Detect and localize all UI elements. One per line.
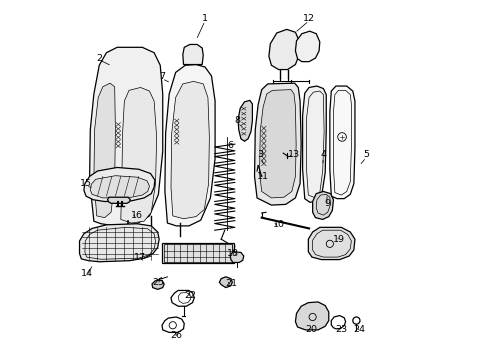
Polygon shape	[164, 64, 215, 226]
Text: 22: 22	[184, 291, 196, 300]
Polygon shape	[219, 277, 232, 288]
Text: 1: 1	[202, 14, 207, 23]
Polygon shape	[162, 243, 233, 263]
Text: 6: 6	[227, 141, 233, 150]
Polygon shape	[83, 167, 155, 202]
Text: 20: 20	[305, 325, 317, 334]
Text: 25: 25	[152, 278, 164, 287]
Polygon shape	[94, 83, 115, 218]
Text: 21: 21	[224, 279, 236, 288]
Text: 4: 4	[320, 150, 325, 159]
Text: 12: 12	[303, 14, 314, 23]
Polygon shape	[259, 90, 296, 198]
Text: 23: 23	[335, 325, 346, 334]
Polygon shape	[308, 227, 354, 260]
Text: 19: 19	[332, 235, 344, 244]
Polygon shape	[254, 83, 301, 205]
Polygon shape	[107, 197, 130, 203]
Text: 9: 9	[324, 199, 329, 208]
Text: 3: 3	[257, 150, 263, 159]
Text: 10: 10	[272, 220, 284, 229]
Text: 26: 26	[170, 332, 182, 341]
Text: 11: 11	[256, 172, 268, 181]
Polygon shape	[295, 31, 319, 62]
Polygon shape	[89, 47, 163, 226]
Polygon shape	[183, 44, 203, 64]
Polygon shape	[302, 86, 325, 202]
Text: 18: 18	[226, 249, 239, 258]
Polygon shape	[312, 192, 333, 220]
Text: 17: 17	[134, 253, 145, 262]
Text: 14: 14	[81, 269, 93, 278]
Polygon shape	[238, 100, 252, 141]
Polygon shape	[171, 81, 209, 219]
Polygon shape	[295, 302, 328, 330]
Text: 24: 24	[352, 325, 365, 334]
Text: 2: 2	[96, 54, 102, 63]
Polygon shape	[230, 252, 244, 262]
Polygon shape	[152, 280, 164, 289]
Text: 13: 13	[287, 150, 300, 159]
Polygon shape	[329, 86, 354, 199]
Polygon shape	[268, 30, 300, 69]
Text: 5: 5	[363, 150, 368, 159]
Text: 16: 16	[131, 211, 142, 220]
Polygon shape	[90, 176, 149, 198]
Text: 8: 8	[234, 116, 240, 125]
Text: 7: 7	[159, 72, 164, 81]
Text: 15: 15	[80, 179, 92, 188]
Polygon shape	[80, 224, 159, 262]
Polygon shape	[121, 87, 156, 223]
